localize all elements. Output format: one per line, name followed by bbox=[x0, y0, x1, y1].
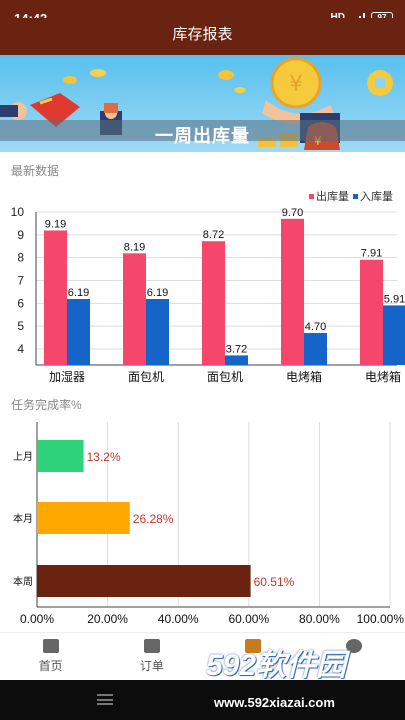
data-label: 60.51% bbox=[254, 575, 295, 589]
y-tick-label: 10 bbox=[11, 205, 25, 219]
x-tick-label: 20.00% bbox=[87, 612, 128, 626]
report-icon bbox=[245, 639, 262, 653]
nav-item-profile[interactable] bbox=[304, 633, 405, 680]
section-title-completion: 任务完成率% bbox=[11, 398, 82, 412]
data-label: 8.72 bbox=[203, 229, 224, 241]
nav-label-orders: 订单 bbox=[139, 659, 164, 673]
data-label: 9.19 bbox=[45, 218, 66, 230]
bar-completion bbox=[37, 565, 251, 597]
profile-icon bbox=[346, 639, 363, 653]
nav-item-orders[interactable]: 订单 bbox=[101, 633, 202, 680]
x-tick-label: 0.00% bbox=[20, 612, 54, 626]
nav-item-report[interactable] bbox=[203, 633, 304, 680]
data-label: 9.70 bbox=[282, 207, 303, 219]
section-title-latest: 最新数据 bbox=[11, 164, 60, 178]
bottom-nav: 首页 订单 bbox=[0, 632, 405, 680]
y-tick-label: 本月 bbox=[13, 512, 33, 525]
x-tick-label: 电烤箱 bbox=[286, 369, 322, 384]
bar-in bbox=[304, 333, 327, 365]
watermark-logo: 592软件园 bbox=[206, 649, 347, 682]
page-title: 库存报表 bbox=[0, 18, 405, 55]
data-label: 6.19 bbox=[147, 287, 168, 299]
y-tick-label: 8 bbox=[17, 251, 24, 265]
legend-swatch-in bbox=[353, 193, 358, 199]
chart-legend: 出库量 入库量 bbox=[309, 188, 393, 204]
y-tick-label: 上月 bbox=[13, 451, 33, 463]
y-tick-label: 5 bbox=[17, 319, 24, 333]
bar-out bbox=[281, 218, 304, 365]
legend-swatch-out bbox=[309, 193, 314, 199]
watermark-url: www.592xiazai.com bbox=[214, 695, 335, 710]
x-tick-label: 40.00% bbox=[158, 612, 199, 626]
data-label: 26.28% bbox=[133, 512, 174, 526]
bar-in bbox=[383, 305, 405, 365]
bar-completion bbox=[37, 440, 84, 472]
legend-label-out: 出库量 bbox=[316, 191, 349, 203]
bar-completion bbox=[37, 502, 130, 534]
completion-hbar-chart: 0.00% 20.00% 40.00% 60.00% 80.00% 100.00% 13.2… bbox=[13, 422, 405, 626]
nav-label-home: 首页 bbox=[38, 659, 63, 673]
legend-label-in: 入库量 bbox=[360, 191, 393, 203]
y-tick-label: 9 bbox=[17, 228, 24, 242]
banner-title: 一周出库量 bbox=[155, 126, 250, 146]
y-tick-label: 7 bbox=[17, 274, 24, 288]
data-label: 8.19 bbox=[124, 241, 145, 253]
system-nav-bar bbox=[0, 680, 405, 720]
bar-in bbox=[225, 355, 248, 365]
bar-in bbox=[67, 299, 90, 365]
svg-text:¥: ¥ bbox=[314, 134, 322, 148]
x-tick-label: 加湿器 bbox=[49, 369, 85, 384]
x-tick-label: 80.00% bbox=[299, 612, 340, 626]
y-tick-label: 4 bbox=[17, 342, 24, 356]
data-label: 6.19 bbox=[68, 287, 89, 299]
bar-out bbox=[202, 241, 225, 365]
bar-out bbox=[44, 230, 67, 365]
stock-bar-chart: 10 9 8 7 6 5 4 9.19 6.19 加湿器 8.19 6.19 面包机 8.72 3.72 面包… bbox=[11, 205, 405, 384]
svg-text:¥: ¥ bbox=[289, 72, 303, 97]
data-label: 3.72 bbox=[226, 343, 247, 355]
x-tick-label: 电烤箱 bbox=[365, 369, 401, 384]
bar-out bbox=[123, 253, 146, 365]
home-icon bbox=[42, 639, 59, 653]
banner-strip bbox=[0, 120, 405, 141]
nav-item-home[interactable]: 首页 bbox=[0, 633, 101, 680]
bar-in bbox=[146, 299, 169, 365]
y-tick-label: 本周 bbox=[13, 575, 33, 588]
x-tick-label: 100.00% bbox=[357, 612, 405, 626]
y-tick-label: 6 bbox=[17, 296, 24, 310]
data-label: 7.91 bbox=[361, 248, 382, 260]
x-tick-label: 面包机 bbox=[128, 370, 164, 384]
menu-icon[interactable] bbox=[97, 694, 113, 705]
order-icon bbox=[143, 639, 160, 653]
data-label: 13.2% bbox=[87, 450, 121, 464]
hd-badge: HD bbox=[331, 12, 345, 23]
data-label: 4.70 bbox=[305, 321, 326, 333]
data-label: 5.91 bbox=[384, 293, 405, 305]
x-tick-label: 60.00% bbox=[228, 612, 269, 626]
x-tick-label: 面包机 bbox=[207, 370, 243, 384]
banner: ¥ ¥ 一周出库量 bbox=[0, 55, 405, 152]
bar-out bbox=[360, 259, 383, 365]
